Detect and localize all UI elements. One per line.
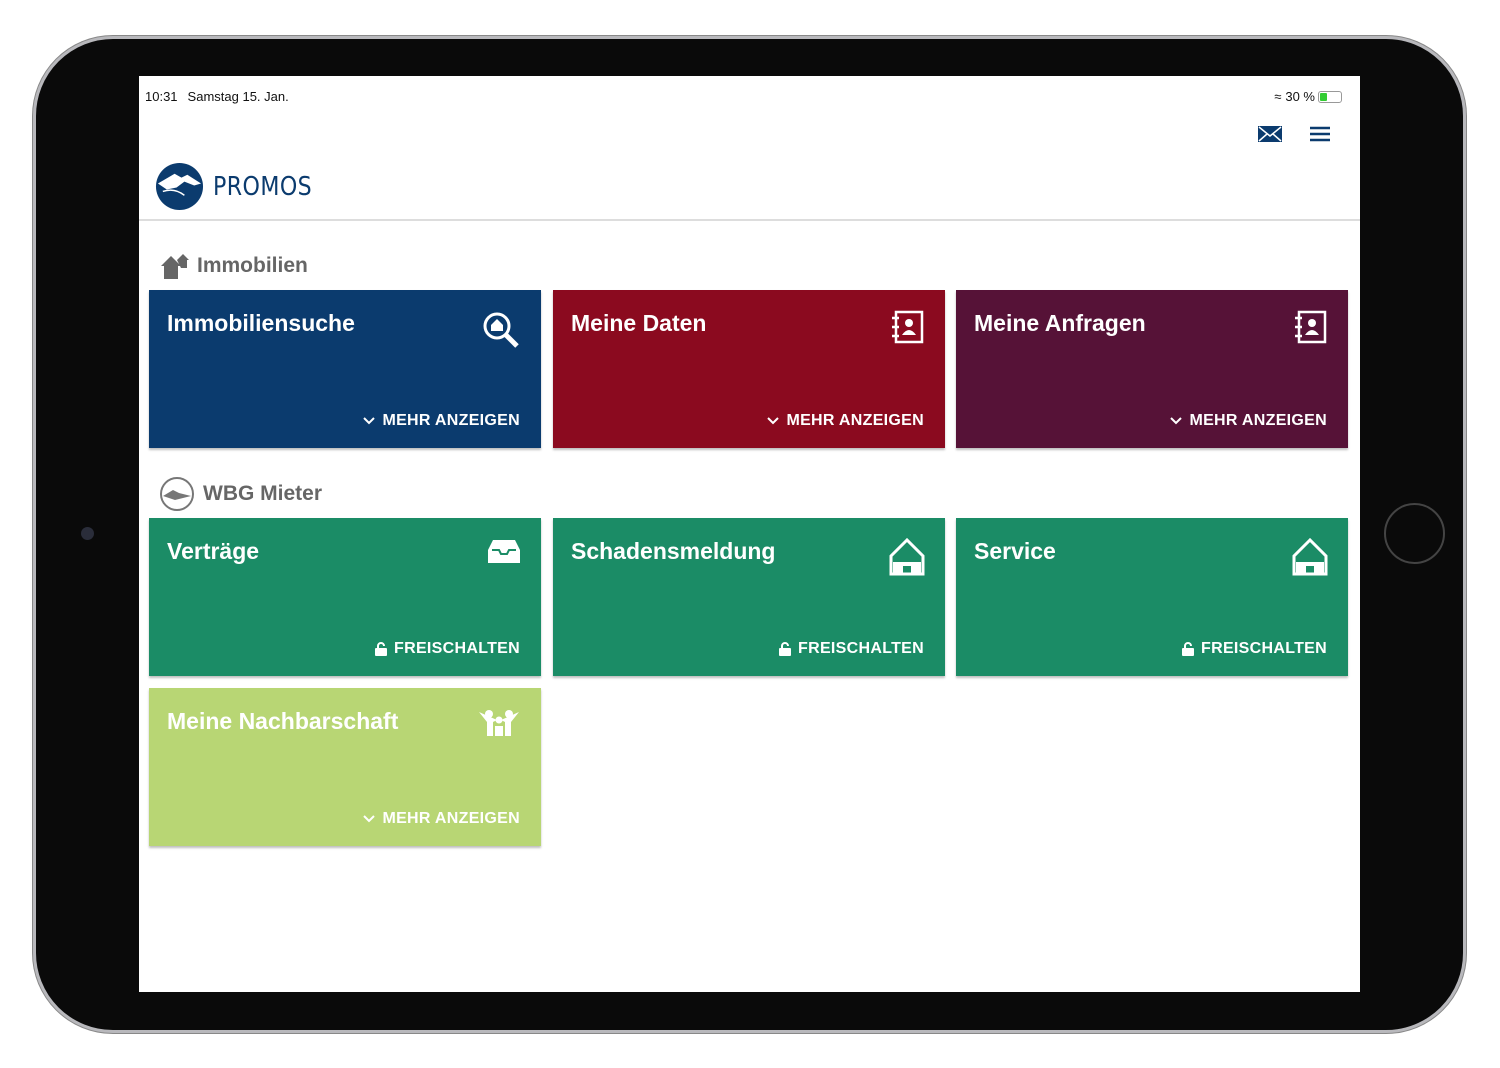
card-title: Verträge bbox=[167, 538, 260, 564]
card-action-button[interactable]: FREISCHALTEN bbox=[779, 640, 924, 658]
mail-icon[interactable] bbox=[1258, 126, 1282, 142]
lock-icon bbox=[375, 642, 388, 656]
search-home-icon bbox=[481, 310, 521, 355]
house-icon bbox=[889, 537, 925, 581]
battery-percent: 30 % bbox=[1285, 89, 1315, 104]
card-action-button[interactable]: MEHR ANZEIGEN bbox=[767, 412, 924, 430]
card-action-label: MEHR ANZEIGEN bbox=[1189, 412, 1327, 429]
wifi-icon: ≈ bbox=[1274, 89, 1282, 104]
app-screen: 10:31 Samstag 15. Jan. ≈30 % PROMOS Immob… bbox=[139, 76, 1360, 992]
card-action-label: FREISCHALTEN bbox=[798, 640, 924, 657]
chevron-down-icon bbox=[1170, 417, 1183, 425]
status-bar: 10:31 Samstag 15. Jan. ≈30 % bbox=[145, 89, 1352, 104]
card-immobiliensuche[interactable]: Immobiliensuche MEHR ANZEIGEN bbox=[149, 290, 541, 448]
section-title: Immobilien bbox=[197, 254, 308, 277]
card-title: Meine Daten bbox=[571, 310, 707, 336]
card-action-label: FREISCHALTEN bbox=[394, 640, 520, 657]
card-title: Schadensmeldung bbox=[571, 538, 776, 564]
contact-book-icon bbox=[891, 310, 925, 349]
card-action-label: FREISCHALTEN bbox=[1201, 640, 1327, 657]
chevron-down-icon bbox=[767, 417, 780, 425]
card-action-button[interactable]: MEHR ANZEIGEN bbox=[1170, 412, 1327, 430]
promos-logo-icon bbox=[155, 162, 204, 211]
card-title: Meine Anfragen bbox=[974, 310, 1146, 336]
inbox-icon bbox=[487, 538, 521, 569]
home-button[interactable] bbox=[1384, 503, 1445, 564]
status-date: Samstag 15. Jan. bbox=[187, 89, 289, 104]
houses-icon bbox=[161, 254, 189, 279]
promos-seal-icon bbox=[160, 477, 194, 511]
card-action-button[interactable]: MEHR ANZEIGEN bbox=[363, 412, 520, 430]
card-meine-daten[interactable]: Meine Daten MEHR ANZEIGEN bbox=[553, 290, 945, 448]
card-meine-anfragen[interactable]: Meine Anfragen MEHR ANZEIGEN bbox=[956, 290, 1348, 448]
chevron-down-icon bbox=[363, 815, 376, 823]
brand-name: PROMOS bbox=[213, 171, 313, 202]
status-time: 10:31 bbox=[145, 89, 178, 104]
card-action-button[interactable]: MEHR ANZEIGEN bbox=[363, 810, 520, 828]
card-action-label: MEHR ANZEIGEN bbox=[382, 810, 520, 827]
brand-logo[interactable]: PROMOS bbox=[155, 162, 330, 211]
card-action-button[interactable]: FREISCHALTEN bbox=[1182, 640, 1327, 658]
card-verträge[interactable]: Verträge FREISCHALTEN bbox=[149, 518, 541, 676]
card-title: Service bbox=[974, 538, 1056, 564]
menu-icon[interactable] bbox=[1310, 126, 1330, 142]
house-icon bbox=[1292, 537, 1328, 581]
section-title: WBG Mieter bbox=[203, 482, 323, 505]
card-title: Meine Nachbarschaft bbox=[167, 708, 399, 734]
lock-icon bbox=[779, 642, 792, 656]
card-title: Immobiliensuche bbox=[167, 310, 355, 336]
section-immobilien: Immobilien bbox=[159, 252, 308, 280]
card-action-label: MEHR ANZEIGEN bbox=[382, 412, 520, 429]
header-divider bbox=[139, 219, 1360, 221]
chevron-down-icon bbox=[363, 417, 376, 425]
card-meine-nachbarschaft[interactable]: Meine Nachbarschaft MEHR ANZEIGEN bbox=[149, 688, 541, 846]
lock-icon bbox=[1182, 642, 1195, 656]
battery-icon bbox=[1318, 91, 1342, 103]
section-wbg-mieter: WBG Mieter bbox=[159, 476, 322, 512]
card-service[interactable]: Service FREISCHALTEN bbox=[956, 518, 1348, 676]
card-schadensmeldung[interactable]: Schadensmeldung FREISCHALTEN bbox=[553, 518, 945, 676]
camera bbox=[81, 527, 94, 540]
contact-book-icon bbox=[1294, 310, 1328, 349]
people-icon bbox=[477, 708, 521, 743]
card-action-button[interactable]: FREISCHALTEN bbox=[375, 640, 520, 658]
card-action-label: MEHR ANZEIGEN bbox=[786, 412, 924, 429]
